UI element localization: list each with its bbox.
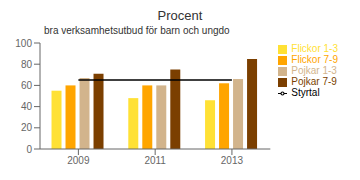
html-text:bra verksamhetsutbud för barn: bra verksamhetsutbud för barn och ungdo xyxy=(44,25,230,36)
svg-text:40: 40 xyxy=(21,101,33,112)
html-text:Pojkar 7-9: Pojkar 7-9 xyxy=(291,76,337,87)
svg-text:80: 80 xyxy=(21,59,33,70)
html-text:Pojkar 1-3: Pojkar 1-3 xyxy=(291,65,337,76)
svg-text:60: 60 xyxy=(21,80,33,91)
html-text:Procent: Procent xyxy=(157,8,203,23)
html-text:Flickor 1-3: Flickor 1-3 xyxy=(291,43,338,54)
svg-text:2011: 2011 xyxy=(144,155,166,166)
svg-text:0: 0 xyxy=(26,144,32,155)
svg-text:20: 20 xyxy=(21,122,33,133)
svg-text:2009: 2009 xyxy=(67,155,90,166)
html-text:Styrtal: Styrtal xyxy=(291,87,320,98)
svg-text:2013: 2013 xyxy=(221,155,244,166)
html-text:Flickor 7-9: Flickor 7-9 xyxy=(291,54,338,65)
svg-text:100: 100 xyxy=(15,38,32,49)
